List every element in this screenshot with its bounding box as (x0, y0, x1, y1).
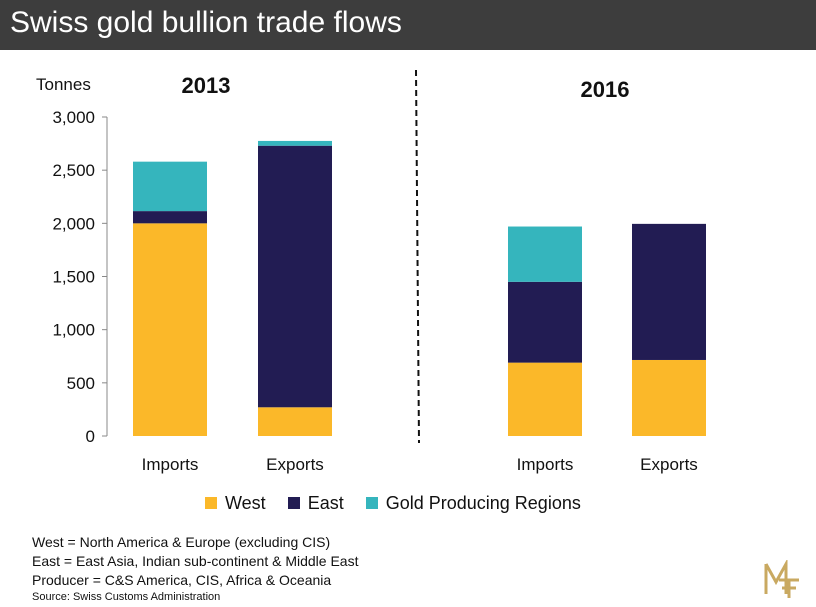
note-east: East = East Asia, Indian sub-continent &… (32, 553, 359, 569)
note-west: West = North America & Europe (excluding… (32, 534, 331, 550)
x-category-label: Imports (517, 455, 574, 474)
bar-segment-east (508, 281, 582, 363)
bar-segment-east (632, 223, 706, 360)
bar-segment-east (133, 211, 207, 224)
bar-segment-east (258, 145, 332, 408)
bar-segment-west (258, 407, 332, 436)
legend-label-gold-producing: Gold Producing Regions (385, 492, 581, 513)
y-tick-label: 1,000 (52, 321, 95, 340)
bar-segment-gold-producing-regions (508, 226, 582, 282)
x-category-label: Exports (266, 455, 324, 474)
y-tick-label: 2,000 (52, 214, 95, 233)
bar-segment-west (632, 359, 706, 436)
note-producer: Producer = C&S America, CIS, Africa & Oc… (32, 572, 332, 588)
source-note: Source: Swiss Customs Administration (32, 591, 221, 603)
bar-segment-gold-producing-regions (133, 161, 207, 212)
y-tick-label: 2,500 (52, 161, 95, 180)
chart-legend: West East Gold Producing Regions (205, 490, 603, 516)
group-label-2016: 2016 (581, 77, 630, 102)
legend-item-east: East (287, 492, 344, 514)
mf-monogram-icon (764, 560, 799, 598)
page-title: Swiss gold bullion trade flows (10, 6, 402, 39)
legend-swatch-east (287, 497, 300, 509)
legend-item-gold-producing: Gold Producing Regions (365, 492, 581, 514)
bar-segment-west (508, 362, 582, 436)
bar-segment-west (133, 223, 207, 436)
legend-label-east: East (307, 492, 344, 513)
title-bar: Swiss gold bullion trade flows (0, 0, 816, 50)
legend-swatch-gold-producing (365, 497, 378, 509)
legend-swatch-west (205, 497, 217, 509)
legend-item-west: West (205, 493, 266, 514)
stacked-bar-chart: Tonnes 2013 2016 0 500 1,000 1,500 2,000 2,50… (36, 69, 706, 474)
legend-label-west: West (225, 492, 266, 513)
chart-notes: West = North America & Europe (excluding… (32, 533, 358, 605)
bar-segment-gold-producing-regions (258, 140, 332, 146)
y-tick-label: 1,500 (52, 268, 95, 287)
group-label-2013: 2013 (182, 73, 231, 98)
y-axis-title: Tonnes (36, 75, 91, 94)
x-category-label: Imports (142, 455, 199, 474)
x-category-label: Exports (640, 455, 698, 474)
y-tick-label: 0 (86, 427, 95, 446)
y-tick-label: 3,000 (52, 108, 95, 127)
y-tick-label: 500 (67, 374, 95, 393)
group-divider (415, 69, 420, 444)
